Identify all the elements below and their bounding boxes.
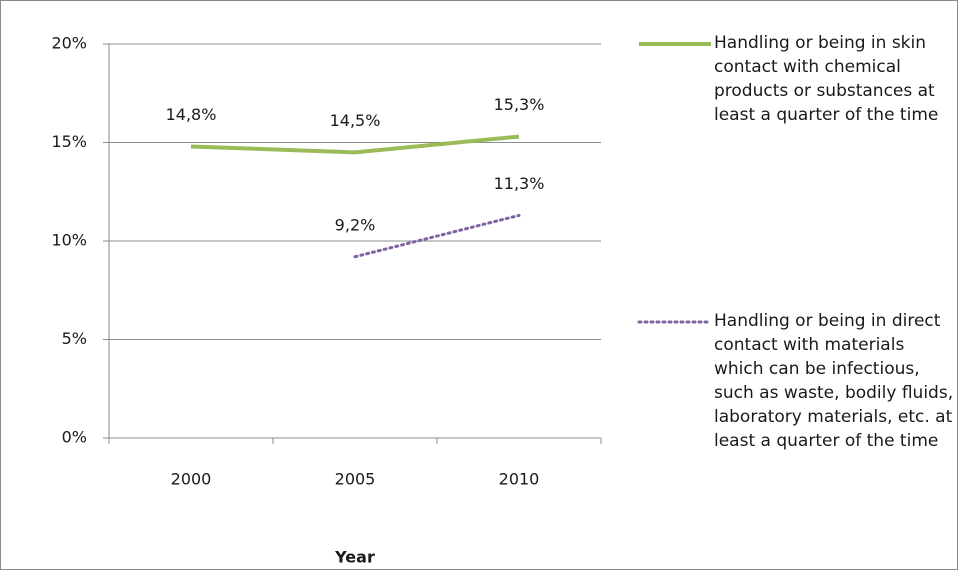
- legend-label: Handling or being in direct contact with…: [714, 311, 954, 451]
- y-tick-label: 5%: [62, 329, 87, 348]
- series-line: [353, 213, 521, 259]
- x-tick-label: 2000: [171, 470, 212, 489]
- y-tick-label: 20%: [51, 34, 87, 53]
- x-tick-label: 2005: [335, 470, 376, 489]
- y-tick-label: 0%: [62, 428, 87, 447]
- y-tick-label: 15%: [51, 132, 87, 151]
- series-line: [190, 134, 520, 155]
- x-tick-label: 2010: [499, 470, 540, 489]
- x-axis-title: Year: [334, 548, 375, 567]
- data-label: 15,3%: [494, 95, 545, 114]
- data-label: 14,5%: [330, 111, 381, 130]
- legend-label: Handling or being in skin contact with c…: [714, 33, 939, 125]
- data-label: 9,2%: [335, 215, 376, 234]
- data-label: 14,8%: [166, 105, 217, 124]
- data-label: 11,3%: [494, 174, 545, 193]
- y-tick-label: 10%: [51, 231, 87, 250]
